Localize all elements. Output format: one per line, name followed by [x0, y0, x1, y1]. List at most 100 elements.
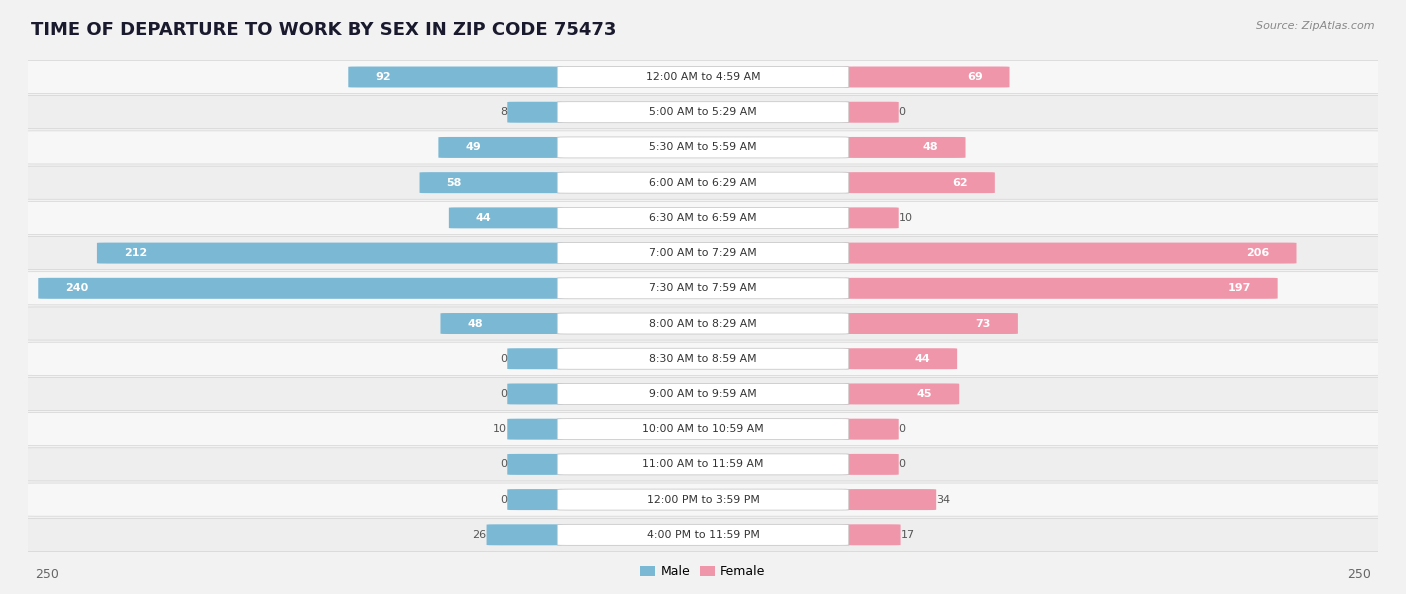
FancyBboxPatch shape — [844, 67, 1010, 87]
FancyBboxPatch shape — [21, 236, 1385, 270]
FancyBboxPatch shape — [508, 384, 562, 405]
FancyBboxPatch shape — [21, 342, 1385, 375]
FancyBboxPatch shape — [21, 131, 1385, 164]
Text: 0: 0 — [898, 108, 905, 117]
Text: 197: 197 — [1227, 283, 1251, 293]
FancyBboxPatch shape — [419, 172, 562, 193]
FancyBboxPatch shape — [557, 348, 849, 369]
FancyBboxPatch shape — [557, 67, 849, 87]
FancyBboxPatch shape — [844, 172, 995, 193]
FancyBboxPatch shape — [557, 137, 849, 158]
FancyBboxPatch shape — [557, 384, 849, 405]
FancyBboxPatch shape — [557, 454, 849, 475]
FancyBboxPatch shape — [21, 201, 1385, 235]
Text: Source: ZipAtlas.com: Source: ZipAtlas.com — [1257, 21, 1375, 31]
FancyBboxPatch shape — [844, 489, 936, 510]
Text: 8:00 AM to 8:29 AM: 8:00 AM to 8:29 AM — [650, 318, 756, 328]
FancyBboxPatch shape — [508, 102, 562, 123]
FancyBboxPatch shape — [508, 454, 562, 475]
Text: 250: 250 — [35, 568, 59, 582]
Text: 48: 48 — [467, 318, 484, 328]
Text: 5:30 AM to 5:59 AM: 5:30 AM to 5:59 AM — [650, 143, 756, 153]
Text: 12:00 AM to 4:59 AM: 12:00 AM to 4:59 AM — [645, 72, 761, 82]
FancyBboxPatch shape — [844, 278, 1278, 299]
Text: 212: 212 — [124, 248, 148, 258]
FancyBboxPatch shape — [21, 483, 1385, 516]
FancyBboxPatch shape — [844, 384, 959, 405]
Text: 10:00 AM to 10:59 AM: 10:00 AM to 10:59 AM — [643, 424, 763, 434]
Text: 73: 73 — [976, 318, 991, 328]
Text: 45: 45 — [917, 389, 932, 399]
FancyBboxPatch shape — [557, 207, 849, 228]
Text: 69: 69 — [967, 72, 983, 82]
FancyBboxPatch shape — [844, 525, 901, 545]
Text: 92: 92 — [375, 72, 391, 82]
FancyBboxPatch shape — [557, 489, 849, 510]
Text: 34: 34 — [936, 495, 950, 504]
Text: 206: 206 — [1246, 248, 1270, 258]
FancyBboxPatch shape — [844, 454, 898, 475]
Text: 62: 62 — [952, 178, 967, 188]
Text: 0: 0 — [898, 459, 905, 469]
Text: 11:00 AM to 11:59 AM: 11:00 AM to 11:59 AM — [643, 459, 763, 469]
Text: 240: 240 — [65, 283, 89, 293]
FancyBboxPatch shape — [21, 271, 1385, 305]
Legend: Male, Female: Male, Female — [636, 560, 770, 583]
FancyBboxPatch shape — [557, 278, 849, 299]
Text: 5:00 AM to 5:29 AM: 5:00 AM to 5:29 AM — [650, 108, 756, 117]
Text: 6:00 AM to 6:29 AM: 6:00 AM to 6:29 AM — [650, 178, 756, 188]
FancyBboxPatch shape — [449, 207, 562, 228]
Text: 10: 10 — [494, 424, 508, 434]
FancyBboxPatch shape — [21, 61, 1385, 94]
FancyBboxPatch shape — [557, 242, 849, 264]
FancyBboxPatch shape — [557, 313, 849, 334]
Text: 9:00 AM to 9:59 AM: 9:00 AM to 9:59 AM — [650, 389, 756, 399]
FancyBboxPatch shape — [21, 377, 1385, 410]
Text: 0: 0 — [501, 495, 508, 504]
Text: 17: 17 — [901, 530, 915, 540]
Text: 58: 58 — [447, 178, 463, 188]
FancyBboxPatch shape — [508, 489, 562, 510]
Text: 12:00 PM to 3:59 PM: 12:00 PM to 3:59 PM — [647, 495, 759, 504]
Text: 8:30 AM to 8:59 AM: 8:30 AM to 8:59 AM — [650, 354, 756, 364]
Text: 48: 48 — [922, 143, 939, 153]
Text: 0: 0 — [501, 354, 508, 364]
FancyBboxPatch shape — [557, 102, 849, 123]
Text: 0: 0 — [501, 459, 508, 469]
FancyBboxPatch shape — [844, 102, 898, 123]
FancyBboxPatch shape — [439, 137, 562, 158]
Text: 7:00 AM to 7:29 AM: 7:00 AM to 7:29 AM — [650, 248, 756, 258]
Text: 0: 0 — [898, 424, 905, 434]
FancyBboxPatch shape — [486, 525, 562, 545]
Text: 0: 0 — [501, 389, 508, 399]
Text: 4:00 PM to 11:59 PM: 4:00 PM to 11:59 PM — [647, 530, 759, 540]
FancyBboxPatch shape — [21, 307, 1385, 340]
FancyBboxPatch shape — [21, 96, 1385, 129]
FancyBboxPatch shape — [38, 278, 562, 299]
FancyBboxPatch shape — [21, 518, 1385, 551]
Text: 49: 49 — [465, 143, 481, 153]
FancyBboxPatch shape — [844, 419, 898, 440]
FancyBboxPatch shape — [844, 137, 966, 158]
FancyBboxPatch shape — [557, 172, 849, 193]
Text: 26: 26 — [472, 530, 486, 540]
FancyBboxPatch shape — [508, 419, 562, 440]
FancyBboxPatch shape — [21, 448, 1385, 481]
FancyBboxPatch shape — [844, 242, 1296, 264]
FancyBboxPatch shape — [557, 525, 849, 545]
FancyBboxPatch shape — [21, 413, 1385, 446]
FancyBboxPatch shape — [844, 207, 898, 228]
FancyBboxPatch shape — [844, 348, 957, 369]
FancyBboxPatch shape — [557, 419, 849, 440]
FancyBboxPatch shape — [349, 67, 562, 87]
FancyBboxPatch shape — [21, 166, 1385, 199]
FancyBboxPatch shape — [508, 348, 562, 369]
Text: 7:30 AM to 7:59 AM: 7:30 AM to 7:59 AM — [650, 283, 756, 293]
Text: 10: 10 — [898, 213, 912, 223]
Text: 44: 44 — [914, 354, 931, 364]
Text: 8: 8 — [501, 108, 508, 117]
Text: 250: 250 — [1347, 568, 1371, 582]
FancyBboxPatch shape — [440, 313, 562, 334]
Text: 6:30 AM to 6:59 AM: 6:30 AM to 6:59 AM — [650, 213, 756, 223]
Text: 44: 44 — [475, 213, 492, 223]
